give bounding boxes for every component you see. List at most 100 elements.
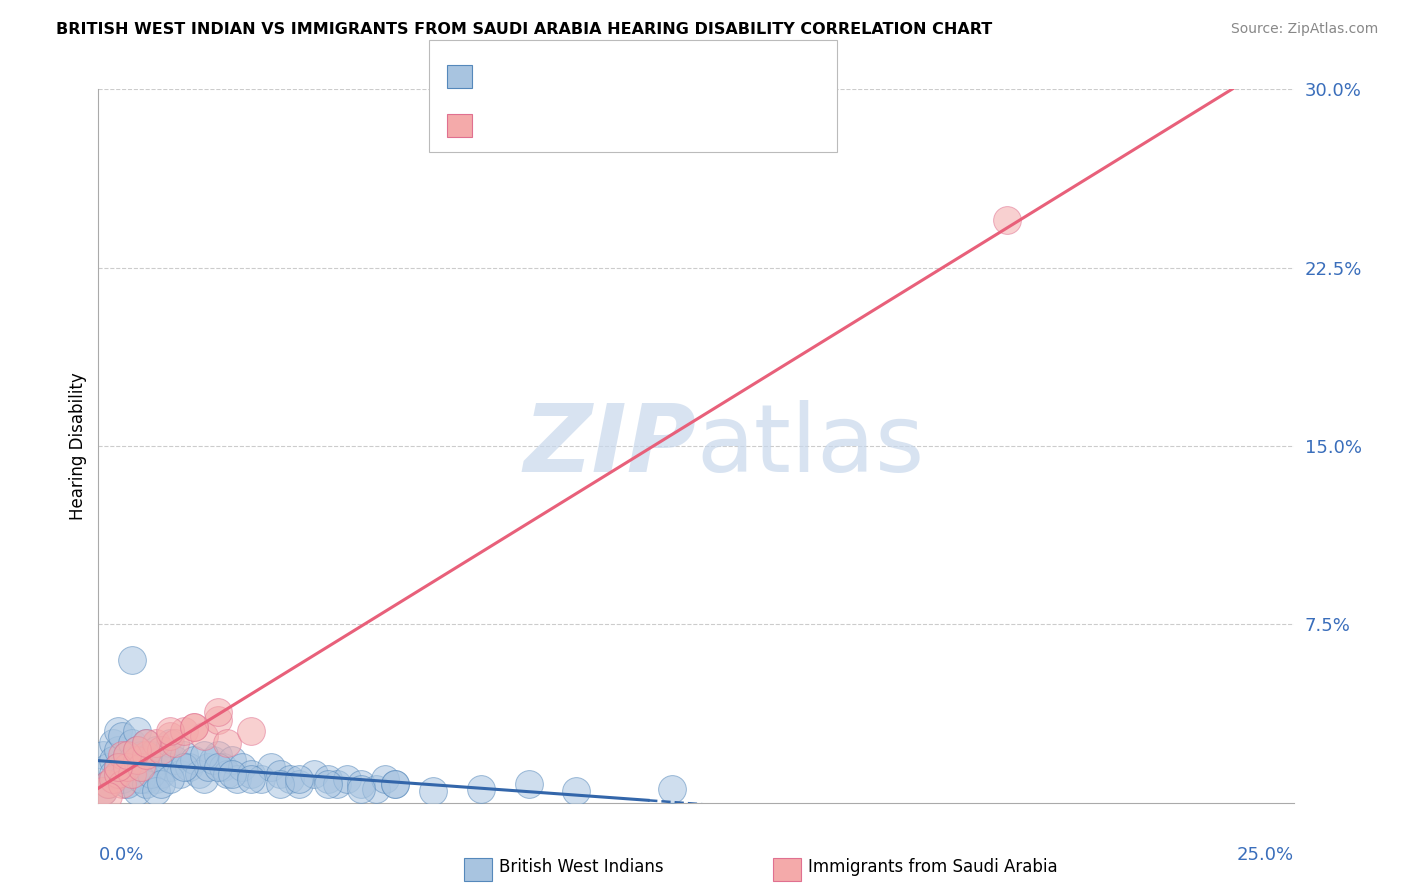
Y-axis label: Hearing Disability: Hearing Disability [69,372,87,520]
Point [145,743,167,757]
Point [145,772,167,786]
Point [97,789,120,803]
Point [131,760,153,774]
Text: BRITISH WEST INDIAN VS IMMIGRANTS FROM SAUDI ARABIA HEARING DISABILITY CORRELATI: BRITISH WEST INDIAN VS IMMIGRANTS FROM S… [56,22,993,37]
Point [135,772,157,786]
Point [288,772,311,786]
Point [121,653,143,667]
Point [111,777,134,791]
Point [350,781,373,796]
Point [169,767,191,781]
Point [111,760,134,774]
Point [211,760,233,774]
Point [111,748,134,763]
Point [121,767,143,781]
Point [207,760,229,774]
Point [193,729,215,743]
Point [145,736,167,750]
Point [107,724,129,739]
Point [159,729,181,743]
Point [470,781,492,796]
Point [131,767,153,781]
Point [207,713,229,727]
Point [125,743,148,757]
Point [149,743,172,757]
Point [183,720,205,734]
Point [278,772,301,786]
Point [135,753,157,767]
Text: Immigrants from Saudi Arabia: Immigrants from Saudi Arabia [808,858,1059,876]
Point [159,736,181,750]
Point [179,760,201,774]
Point [240,724,263,739]
Point [202,753,225,767]
Point [107,760,129,774]
Point [97,777,120,791]
Point [217,736,239,750]
Text: 25.0%: 25.0% [1236,846,1294,863]
Point [187,767,209,781]
Point [226,772,249,786]
Text: atlas: atlas [696,400,924,492]
Point [221,767,243,781]
Point [121,736,143,750]
Point [115,777,138,791]
Point [207,748,229,763]
Point [326,777,349,791]
Text: R = -0.135   N = 89: R = -0.135 N = 89 [482,64,659,82]
Point [269,777,291,791]
Point [995,213,1018,227]
Point [288,777,311,791]
Point [155,748,177,763]
Point [316,772,339,786]
Point [159,772,181,786]
Point [135,748,157,763]
Point [131,772,153,786]
Point [115,748,138,763]
Point [374,772,396,786]
Point [115,777,138,791]
Point [111,729,134,743]
Point [107,743,129,757]
Point [145,784,167,798]
Point [565,784,588,798]
Text: ZIP: ZIP [523,400,696,492]
Point [125,784,148,798]
Point [183,753,205,767]
Text: R = 0.902   N = 30: R = 0.902 N = 30 [482,113,652,131]
Text: 0.0%: 0.0% [98,846,143,863]
Point [159,724,181,739]
Point [115,760,138,774]
Point [197,760,219,774]
Point [384,777,406,791]
Point [163,736,186,750]
Point [173,748,195,763]
Point [101,772,124,786]
Point [115,767,138,781]
Point [316,777,339,791]
Point [207,706,229,720]
Text: British West Indians: British West Indians [499,858,664,876]
Point [183,720,205,734]
Point [193,748,215,763]
Point [107,767,129,781]
Point [139,767,162,781]
Point [131,748,153,763]
Point [384,777,406,791]
Point [217,767,239,781]
Point [97,760,120,774]
Point [91,784,114,798]
Point [259,760,281,774]
Point [101,753,124,767]
Point [350,777,373,791]
Point [422,784,444,798]
Point [125,753,148,767]
Point [107,760,129,774]
Point [97,777,120,791]
Point [115,748,138,763]
Point [149,753,172,767]
Point [91,748,114,763]
Point [173,724,195,739]
Point [121,753,143,767]
Point [336,772,359,786]
